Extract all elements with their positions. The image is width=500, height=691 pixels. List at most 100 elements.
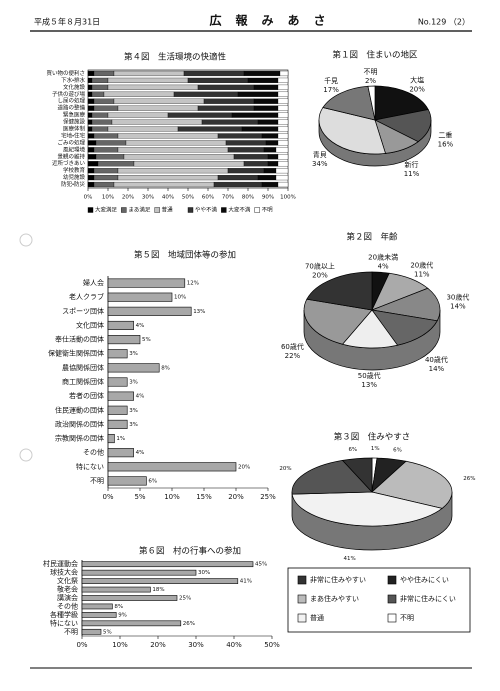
category-label: 住民運動の団体 xyxy=(55,405,104,414)
bar-segment xyxy=(91,119,113,125)
bar-segment xyxy=(117,133,219,139)
value-label: 25% xyxy=(179,596,191,602)
bar-segment xyxy=(93,133,119,139)
bar-segment xyxy=(113,98,205,104)
value-label: 5% xyxy=(142,337,151,343)
slice-value: 26% xyxy=(463,476,475,482)
bar-segment xyxy=(107,84,199,90)
legend-label: 不明 xyxy=(400,614,414,622)
bar-segment xyxy=(277,119,289,125)
bar-segment xyxy=(125,140,227,146)
slice-value: 41% xyxy=(344,556,356,562)
slice-name: 青貝 xyxy=(313,150,327,159)
punch-hole xyxy=(19,233,33,247)
category-label: 保健衛生関係団体 xyxy=(48,349,104,358)
bar-segment xyxy=(107,112,169,118)
slice-name: 30歳代 xyxy=(446,293,469,302)
pie-slice xyxy=(306,271,373,311)
bar-segment xyxy=(107,77,189,83)
bar-segment xyxy=(275,168,289,174)
pie-slice xyxy=(367,85,376,121)
y-tick-label: 保健施設 xyxy=(63,118,86,126)
bar-segment xyxy=(173,91,239,97)
bar-segment xyxy=(87,91,93,97)
bar-segment xyxy=(253,105,279,111)
category-label: 講演会 xyxy=(57,593,78,602)
slice-value: 20% xyxy=(409,85,425,93)
y-tick-label: 医療体制 xyxy=(63,125,86,133)
bar-segment xyxy=(277,91,289,97)
legend-label: 大変不満 xyxy=(228,206,251,214)
slice-name: 20歳代 xyxy=(410,261,433,270)
slice-value: 20% xyxy=(279,466,291,472)
y-tick-label: 子供の遊び場 xyxy=(52,90,86,98)
pie-slice xyxy=(341,309,399,349)
bar-segment xyxy=(257,119,279,125)
category-label: 政治関係の団体 xyxy=(55,419,104,428)
x-tick-label: 10% xyxy=(164,493,180,501)
chart-title: 第３図 住みやすさ xyxy=(334,432,411,443)
legend-swatch xyxy=(187,207,194,213)
bar-segment xyxy=(197,105,255,111)
bar xyxy=(107,476,147,486)
bar xyxy=(107,433,115,444)
bar-segment xyxy=(277,181,289,188)
bar-segment xyxy=(243,70,281,77)
slice-value: 11% xyxy=(404,170,420,178)
pie-slice xyxy=(291,460,373,495)
bar-segment xyxy=(201,119,259,125)
x-tick-label: 25% xyxy=(260,493,276,501)
category-label: 特にない xyxy=(50,618,78,627)
bar xyxy=(81,603,113,610)
y-tick-label: 景観の維持 xyxy=(57,152,85,160)
bar-segment xyxy=(93,147,119,153)
slice-name: 千見 xyxy=(324,76,338,85)
bar xyxy=(81,586,151,593)
bar-segment xyxy=(93,98,115,104)
bar-segment xyxy=(87,77,93,83)
bar-segment xyxy=(103,91,175,97)
y-tick-label: 幼児施設 xyxy=(63,173,86,181)
slice-value: 4% xyxy=(378,262,389,270)
category-label: 特にない xyxy=(76,462,104,471)
bar-segment xyxy=(107,126,179,132)
header-date: 平成５年８月31日 xyxy=(34,17,100,27)
y-tick-label: 文化施設 xyxy=(63,83,86,91)
slice-value: 34% xyxy=(312,160,328,168)
bar-segment xyxy=(267,154,279,160)
chart-title: 第１図 住まいの地区 xyxy=(332,50,418,61)
category-label: 文化団体 xyxy=(76,320,104,329)
bar-segment xyxy=(243,161,269,167)
legend-label: 不明 xyxy=(262,207,274,214)
bar xyxy=(107,278,186,288)
y-tick-label: 下水・排水 xyxy=(61,76,85,84)
bar-segment xyxy=(87,119,93,125)
bar-segment xyxy=(93,70,115,77)
bar-segment xyxy=(91,77,109,83)
legend-swatch xyxy=(297,594,307,604)
x-tick-label: 40% xyxy=(162,195,174,201)
legend-swatch xyxy=(254,207,260,213)
legend-swatch xyxy=(297,613,307,623)
bar-segment xyxy=(87,105,95,111)
bar-segment xyxy=(277,77,289,83)
bar-segment xyxy=(91,112,109,118)
x-tick-label: 50% xyxy=(182,195,194,201)
value-label: 13% xyxy=(193,309,205,315)
category-label: 商工関係団体 xyxy=(62,377,104,386)
x-tick-label: 100% xyxy=(280,195,296,201)
slice-value: 13% xyxy=(361,381,377,389)
bar-segment xyxy=(167,112,233,118)
y-tick-label: 防犯・防災 xyxy=(61,180,85,188)
x-tick-label: 40% xyxy=(226,641,242,649)
value-label: 8% xyxy=(114,604,123,610)
legend-swatch xyxy=(387,613,397,623)
pie-slice xyxy=(341,457,373,493)
bar-segment xyxy=(213,181,263,188)
bar-segment xyxy=(263,147,277,153)
bar xyxy=(107,448,134,458)
bar-segment xyxy=(113,70,185,77)
bar-segment xyxy=(87,84,93,90)
category-label: スポーツ団体 xyxy=(62,306,104,315)
bar-segment xyxy=(87,154,97,160)
